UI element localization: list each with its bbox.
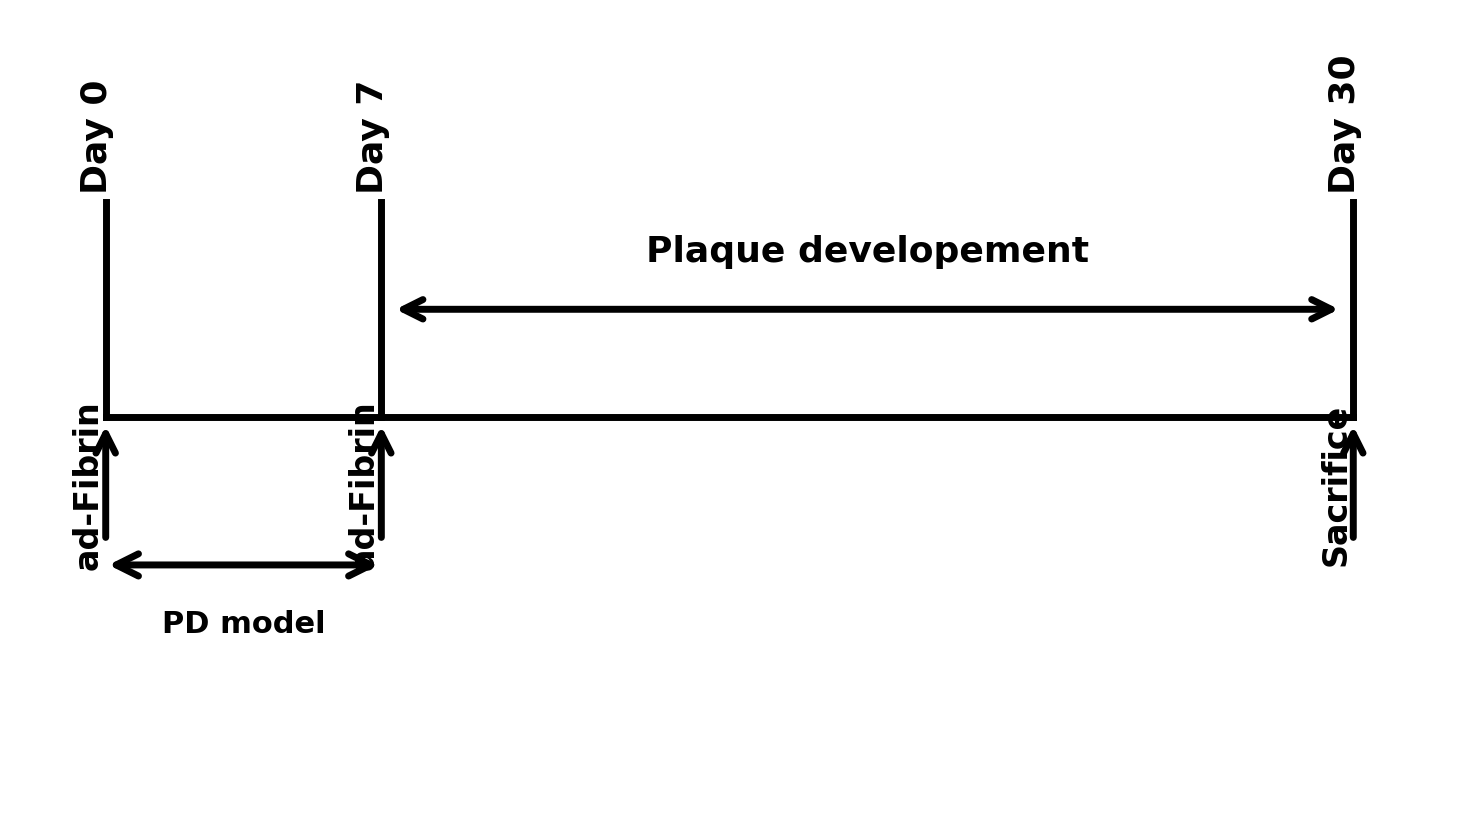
Text: Plaque developement: Plaque developement [646, 235, 1088, 268]
Text: Day 30: Day 30 [1328, 54, 1363, 194]
Text: PD model: PD model [162, 611, 325, 639]
Text: Sacrifice: Sacrifice [1319, 404, 1352, 566]
Text: ad-Fibrin: ad-Fibrin [71, 400, 105, 570]
Text: ad-Fibrin: ad-Fibrin [347, 400, 381, 570]
Text: Day 7: Day 7 [356, 79, 390, 194]
Text: Day 0: Day 0 [80, 79, 114, 194]
